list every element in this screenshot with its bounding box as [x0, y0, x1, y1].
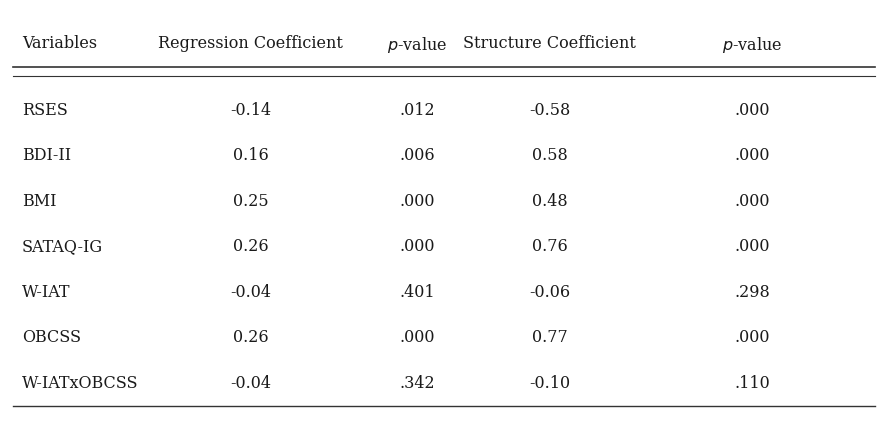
Text: SATAQ-IG: SATAQ-IG — [22, 238, 103, 255]
Text: .401: .401 — [400, 284, 435, 301]
Text: .000: .000 — [734, 147, 770, 164]
Text: -0.04: -0.04 — [230, 284, 271, 301]
Text: .342: .342 — [400, 375, 435, 392]
Text: W-IATxOBCSS: W-IATxOBCSS — [22, 375, 139, 392]
Text: 0.76: 0.76 — [532, 238, 567, 255]
Text: RSES: RSES — [22, 102, 67, 119]
Text: Variables: Variables — [22, 34, 97, 52]
Text: 0.48: 0.48 — [532, 193, 567, 210]
Text: -0.04: -0.04 — [230, 375, 271, 392]
Text: -0.10: -0.10 — [529, 375, 570, 392]
Text: Regression Coefficient: Regression Coefficient — [158, 34, 343, 52]
Text: .006: .006 — [400, 147, 435, 164]
Text: .000: .000 — [734, 102, 770, 119]
Text: .000: .000 — [400, 238, 435, 255]
Text: .000: .000 — [400, 329, 435, 347]
Text: -0.14: -0.14 — [230, 102, 271, 119]
Text: BDI-II: BDI-II — [22, 147, 71, 164]
Text: .298: .298 — [734, 284, 770, 301]
Text: 0.16: 0.16 — [233, 147, 268, 164]
Text: -0.06: -0.06 — [529, 284, 570, 301]
Text: $p$-value: $p$-value — [722, 34, 782, 54]
Text: Structure Coefficient: Structure Coefficient — [464, 34, 636, 52]
Text: 0.26: 0.26 — [233, 329, 268, 347]
Text: 0.58: 0.58 — [532, 147, 567, 164]
Text: .000: .000 — [400, 193, 435, 210]
Text: .110: .110 — [734, 375, 770, 392]
Text: .000: .000 — [734, 193, 770, 210]
Text: .000: .000 — [734, 329, 770, 347]
Text: 0.26: 0.26 — [233, 238, 268, 255]
Text: W-IAT: W-IAT — [22, 284, 70, 301]
Text: .000: .000 — [734, 238, 770, 255]
Text: 0.25: 0.25 — [233, 193, 268, 210]
Text: $p$-value: $p$-value — [387, 34, 448, 54]
Text: -0.58: -0.58 — [529, 102, 570, 119]
Text: BMI: BMI — [22, 193, 56, 210]
Text: 0.77: 0.77 — [532, 329, 567, 347]
Text: .012: .012 — [400, 102, 435, 119]
Text: OBCSS: OBCSS — [22, 329, 81, 347]
